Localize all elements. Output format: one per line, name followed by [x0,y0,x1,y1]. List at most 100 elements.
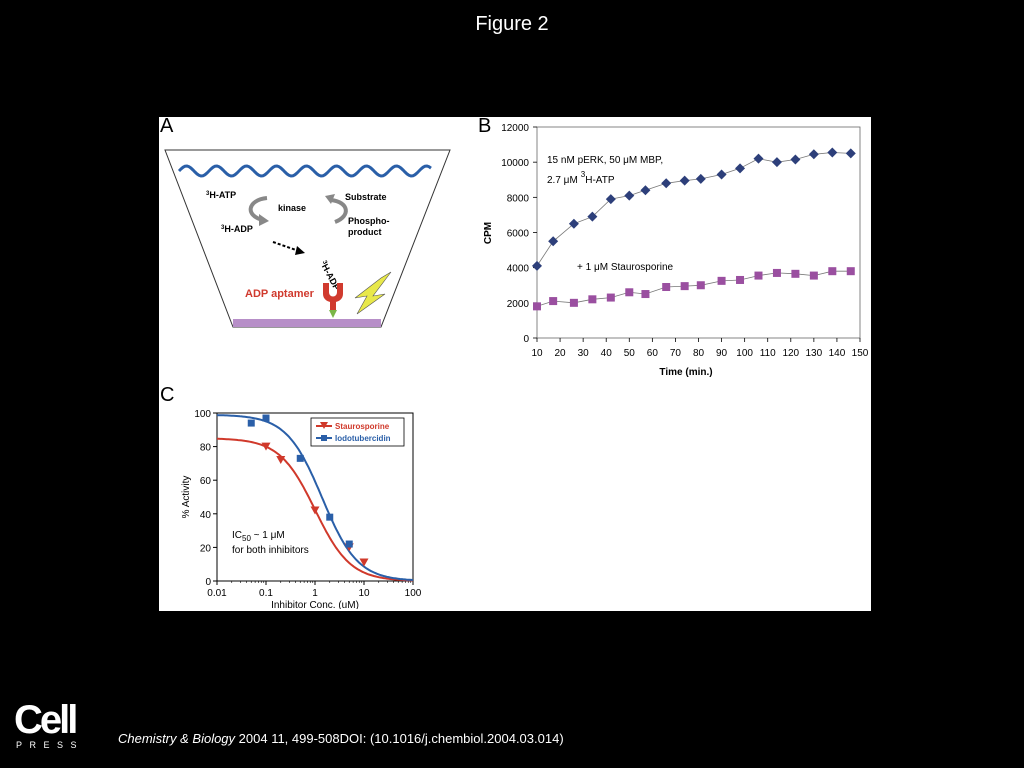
data-point [696,281,705,290]
data-point [771,157,782,168]
data-point [359,558,369,567]
data-point [680,282,689,291]
data-point [717,276,726,285]
data-point [605,194,616,205]
x-tick-label: 20 [555,348,567,359]
data-point [808,149,819,160]
y-tick-label: 20 [200,543,212,554]
data-point [345,540,353,548]
data-point [549,297,558,306]
x-tick-label: 0.01 [207,588,227,599]
data-point [533,302,541,311]
panel-letter-b: B [478,115,492,137]
logo-press: PRESS [16,740,84,750]
y-tick-label: 60 [200,476,212,487]
data-point [735,163,746,174]
plot-series [532,147,856,311]
y-tick-label: 10000 [501,158,529,169]
fit-curve-iodotubercidin [216,414,414,581]
legend-marker-staurosporine [320,422,328,429]
ic50-annotation-line2: for both inhibitors [232,545,309,556]
x-tick-label: 100 [736,348,753,359]
x-tick-label: 50 [624,348,636,359]
data-point [310,506,320,515]
x-axis-label: Inhibitor Conc. (uM) [271,600,359,609]
y-tick-label: 6000 [507,229,530,240]
data-point [548,236,559,247]
lightning-bolt-icon [354,271,392,315]
y-axis: 0 20 40 60 80 100 [194,409,217,588]
x-tick-label: 1 [312,588,318,599]
x-tick-label: 70 [670,348,682,359]
data-point [828,267,837,276]
panel-a-diagram: 3H-ATP 3H-ADP kinase Substrate Phospho- … [164,149,451,328]
citation-details: 2004 11, 499-508DOI: (10.1016/j.chembiol… [235,731,564,746]
cycle-arrowhead-right-icon [325,194,335,204]
x-axis-label: Time (min.) [659,367,712,378]
panel-letter-a: A [160,115,174,137]
data-point [641,290,650,299]
data-point [716,169,727,180]
atp-label: 3H-ATP [206,190,236,200]
legend-marker-iodotubercidin [321,435,327,441]
y-tick-label: 0 [205,577,211,588]
data-point [624,190,635,201]
data-point [587,211,598,222]
data-point [845,148,856,159]
x-tick-label: 130 [806,348,823,359]
data-point [695,173,706,184]
data-point [532,260,542,271]
dashed-arrow-icon [272,241,300,252]
data-point [661,178,672,189]
data-point [261,442,271,451]
logo-word: Cell [14,698,76,742]
cycle-arrow-right-icon [330,198,348,224]
x-tick-label: 150 [852,348,869,359]
data-point [679,175,690,186]
y-tick-label: 2000 [507,299,530,310]
data-point [791,269,800,278]
data-point [276,456,286,465]
data-point [790,154,801,165]
y-tick-label: 12000 [501,123,529,134]
dashed-arrowhead-icon [295,246,305,255]
y-tick-label: 100 [194,409,211,420]
data-point [640,185,651,196]
y-axis-label: CPM [483,222,494,244]
panel-c-chart: 0 20 40 60 80 100 0.01 0.1 1 10 100 Staurosporine… [181,409,422,609]
figure-panel: A B C 3H-ATP 3H-ADP kinase Substrate Pho… [159,115,871,611]
annotation-atp: 2.7 μM3H-ATP [547,170,615,186]
x-tick-label: 0.1 [259,588,273,599]
data-point [568,218,579,229]
aptamer-tip-icon [329,310,337,318]
data-point [662,283,671,292]
phospho-label-1: Phospho- [348,216,390,226]
x-axis: 10 20 30 40 50 60 70 80 90 100 110 120 130 140 150 [531,338,869,359]
legend-label-iodotubercidin: Iodotubercidin [335,434,391,443]
annotation-staurosporine: + 1 μM Staurosporine [577,262,674,273]
adp-label: 3H-ADP [221,224,253,234]
data-point [754,271,763,280]
panel-b-chart: 0 2000 4000 6000 8000 10000 12000 10 20 30 40 50 60… [483,123,869,378]
y-tick-label: 0 [523,334,529,345]
citation-journal: Chemistry & Biology [118,731,236,746]
y-tick-label: 4000 [507,264,530,275]
x-tick-label: 80 [693,348,705,359]
x-tick-label: 140 [829,348,846,359]
x-tick-label: 10 [531,348,543,359]
x-tick-label: 40 [601,348,613,359]
y-tick-label: 80 [200,443,212,454]
kinase-label: kinase [278,203,306,213]
y-axis-label: % Activity [181,476,192,519]
x-tick-label: 10 [358,588,370,599]
data-point [569,298,578,307]
y-axis: 0 2000 4000 6000 8000 10000 12000 [501,123,537,345]
x-tick-label: 110 [760,348,776,359]
wave-line [177,164,432,178]
data-point [625,288,634,297]
legend-box: Staurosporine Iodotubercidin [310,417,405,447]
data-point [753,153,764,164]
aptamer-icon [323,283,343,303]
data-point [262,414,270,422]
data-point [846,267,855,276]
